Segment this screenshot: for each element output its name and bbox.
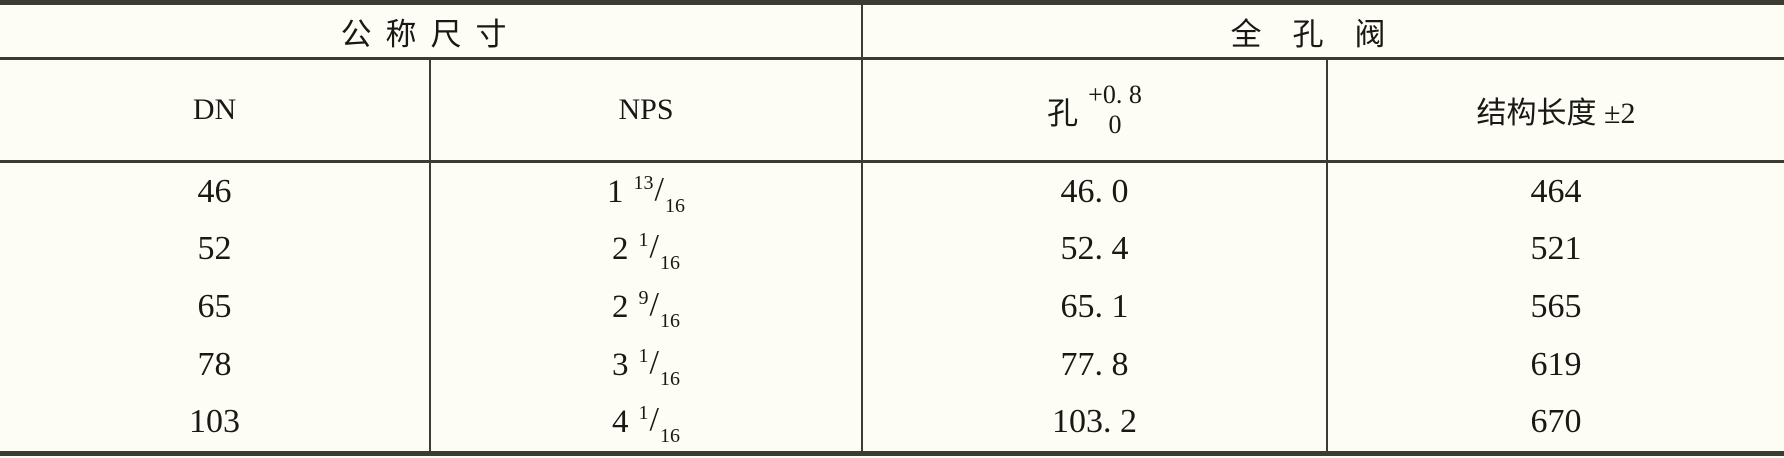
fraction-numerator: 1 [638, 402, 649, 425]
nps-fraction: 3 1/16 [612, 343, 680, 390]
bore-tolerance-lower: 0 [1108, 110, 1122, 139]
cell-nps: 2 1/16 [429, 220, 862, 279]
fraction-slash: / [649, 285, 659, 323]
nps-fraction: 2 1/16 [612, 228, 680, 274]
col-header-structural-length: 结构长度 ±2 [1326, 58, 1784, 163]
fraction-denominator: 16 [659, 252, 680, 275]
group-header-full-bore-valve: 全孔阀 [861, 2, 1784, 60]
cell-bore: 103. 2 [861, 393, 1327, 454]
fraction-slash: / [649, 343, 659, 381]
fraction-whole: 1 [607, 173, 624, 210]
group-header-nominal-size: 公称尺寸 [0, 2, 862, 60]
column-header-row: DN NPS 孔 +0. 8 0 结构长度 ±2 [0, 58, 1784, 163]
cell-nps: 2 9/16 [429, 278, 862, 336]
table-body: 46 1 13/16 46. 0 464 52 2 1/16 52. 4 521 6… [0, 161, 1784, 454]
table-header: 公称尺寸 全孔阀 DN NPS 孔 +0. 8 0 结构长度 ±2 [0, 2, 1784, 163]
table-row: 52 2 1/16 52. 4 521 [0, 220, 1784, 279]
fraction-denominator: 16 [659, 425, 680, 448]
cell-dn: 65 [197, 287, 232, 325]
col-header-bore: 孔 +0. 8 0 [861, 58, 1327, 163]
nps-fraction: 1 13/16 [607, 170, 685, 217]
bore-tolerance-stack: +0. 8 0 [1088, 80, 1142, 140]
cell-nps: 4 1/16 [429, 393, 862, 454]
bore-label: 孔 [1047, 95, 1079, 131]
fraction-whole: 3 [612, 346, 629, 383]
nps-fraction: 4 1/16 [612, 401, 680, 447]
bore-tolerance-upper: +0. 8 [1088, 80, 1142, 110]
fraction-whole: 2 [612, 231, 629, 268]
fraction-whole: 2 [612, 288, 629, 325]
cell-bore: 77. 8 [861, 335, 1327, 394]
fraction-slash: / [649, 228, 659, 266]
fraction-slash: / [649, 401, 659, 439]
fraction-numerator: 1 [638, 229, 649, 252]
group-header-row: 公称尺寸 全孔阀 [0, 2, 1784, 60]
fraction-whole: 4 [612, 404, 629, 441]
cell-length: 670 [1326, 393, 1784, 454]
cell-length: 521 [1326, 220, 1784, 279]
cell-length: 619 [1326, 335, 1784, 394]
table-row: 65 2 9/16 65. 1 565 [0, 278, 1784, 336]
fraction-denominator: 16 [659, 309, 680, 332]
cell-dn: 103 [189, 403, 240, 441]
cell-bore: 52. 4 [861, 220, 1327, 279]
table-row: 46 1 13/16 46. 0 464 [0, 161, 1784, 221]
col-header-dn: DN [0, 58, 430, 163]
nps-fraction: 2 9/16 [612, 285, 680, 332]
cell-length: 464 [1326, 161, 1784, 221]
cell-bore: 65. 1 [861, 278, 1327, 336]
fraction-numerator: 1 [638, 344, 649, 367]
fraction-denominator: 16 [664, 194, 685, 217]
fraction-numerator: 13 [633, 171, 654, 194]
cell-length: 565 [1326, 278, 1784, 336]
table-row: 103 4 1/16 103. 2 670 [0, 393, 1784, 454]
fraction-denominator: 16 [659, 367, 680, 390]
fraction-slash: / [654, 170, 664, 208]
bore-header-with-tolerance: 孔 +0. 8 0 [1047, 80, 1142, 140]
cell-dn: 46 [197, 172, 232, 210]
fraction-numerator: 9 [638, 286, 649, 309]
col-header-nps: NPS [429, 58, 862, 163]
table-row: 78 3 1/16 77. 8 619 [0, 335, 1784, 394]
cell-dn: 52 [197, 230, 232, 268]
cell-bore: 46. 0 [861, 161, 1327, 221]
cell-dn: 78 [197, 345, 232, 383]
cell-nps: 3 1/16 [429, 335, 862, 394]
cell-nps: 1 13/16 [429, 161, 862, 221]
